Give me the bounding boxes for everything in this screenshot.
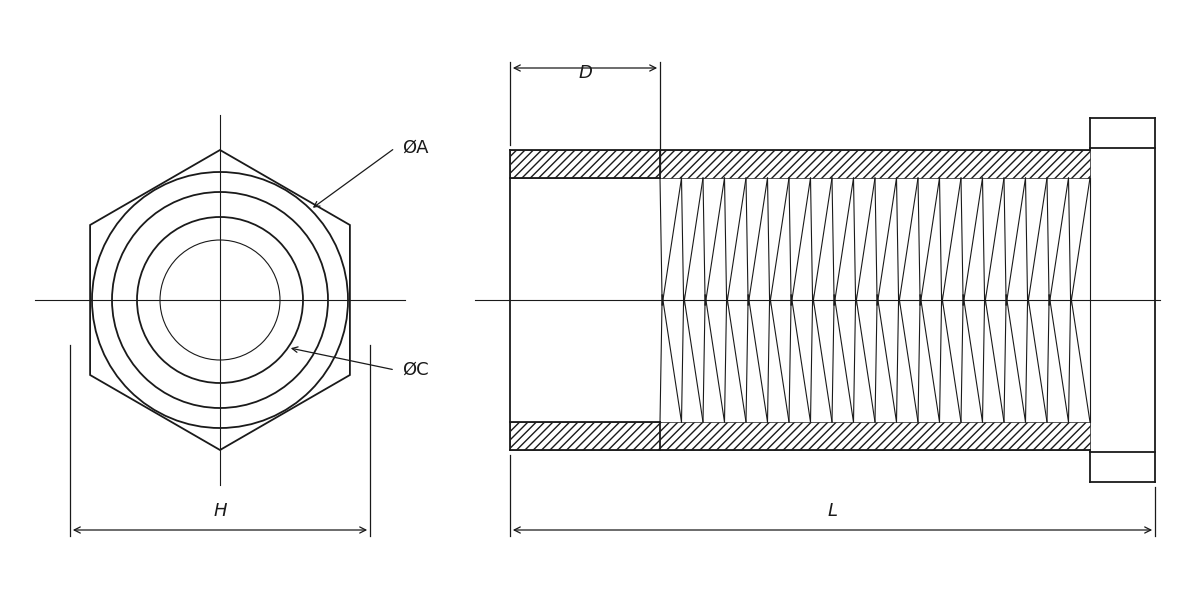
Text: D: D (578, 64, 592, 82)
Text: H: H (214, 502, 227, 520)
Text: ØA: ØA (402, 139, 428, 157)
Text: ØC: ØC (402, 361, 428, 379)
Text: L: L (828, 502, 838, 520)
